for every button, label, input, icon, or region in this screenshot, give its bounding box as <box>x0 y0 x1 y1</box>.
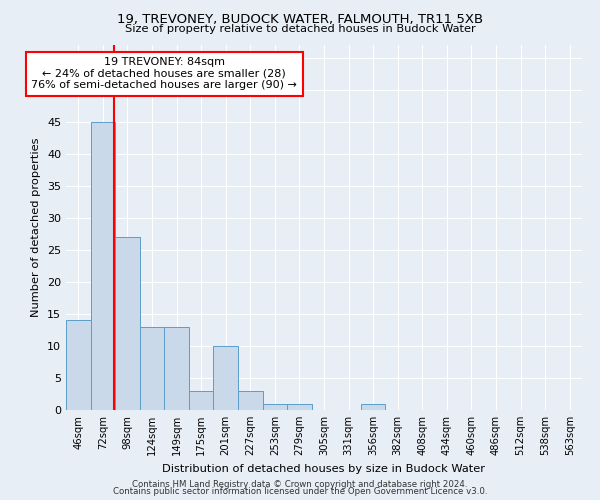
Text: Size of property relative to detached houses in Budock Water: Size of property relative to detached ho… <box>125 24 475 34</box>
X-axis label: Distribution of detached houses by size in Budock Water: Distribution of detached houses by size … <box>163 464 485 473</box>
Bar <box>214 346 238 410</box>
Bar <box>238 391 263 410</box>
Text: 19, TREVONEY, BUDOCK WATER, FALMOUTH, TR11 5XB: 19, TREVONEY, BUDOCK WATER, FALMOUTH, TR… <box>117 13 483 26</box>
Bar <box>115 237 140 410</box>
Bar <box>164 327 189 410</box>
Bar <box>263 404 287 410</box>
Bar <box>91 122 115 410</box>
Bar <box>361 404 385 410</box>
Text: Contains HM Land Registry data © Crown copyright and database right 2024.: Contains HM Land Registry data © Crown c… <box>132 480 468 489</box>
Bar <box>66 320 91 410</box>
Text: Contains public sector information licensed under the Open Government Licence v3: Contains public sector information licen… <box>113 487 487 496</box>
Text: 19 TREVONEY: 84sqm
← 24% of detached houses are smaller (28)
76% of semi-detache: 19 TREVONEY: 84sqm ← 24% of detached hou… <box>31 57 297 90</box>
Y-axis label: Number of detached properties: Number of detached properties <box>31 138 41 318</box>
Bar <box>287 404 312 410</box>
Bar <box>140 327 164 410</box>
Bar <box>189 391 214 410</box>
